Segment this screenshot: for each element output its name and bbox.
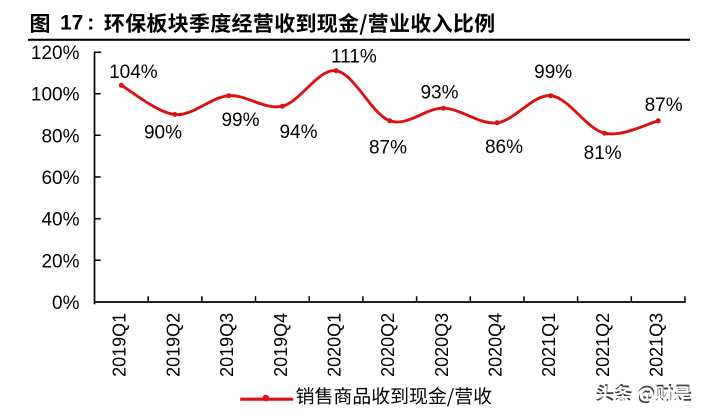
svg-text:99%: 99% <box>534 62 572 83</box>
svg-text:104%: 104% <box>109 62 158 83</box>
svg-text:81%: 81% <box>584 143 622 164</box>
svg-text:80%: 80% <box>41 126 79 147</box>
svg-text:87%: 87% <box>369 138 407 159</box>
svg-text:120%: 120% <box>31 43 80 64</box>
svg-text:2020Q2: 2020Q2 <box>378 313 398 377</box>
svg-text:2021Q2: 2021Q2 <box>593 313 613 377</box>
svg-text:93%: 93% <box>420 82 458 103</box>
svg-text::: : <box>87 12 94 35</box>
svg-text:111%: 111% <box>331 46 377 67</box>
svg-text:90%: 90% <box>144 123 182 144</box>
svg-text:2019Q3: 2019Q3 <box>217 313 237 377</box>
svg-text:2020Q1: 2020Q1 <box>325 313 345 377</box>
svg-text:87%: 87% <box>645 95 683 116</box>
svg-text:60%: 60% <box>41 168 79 189</box>
svg-text:86%: 86% <box>485 137 523 158</box>
svg-text:40%: 40% <box>41 210 79 231</box>
svg-text:20%: 20% <box>41 251 79 272</box>
svg-text:2019Q2: 2019Q2 <box>163 313 183 377</box>
svg-text:2020Q4: 2020Q4 <box>486 313 506 377</box>
svg-text:2021Q1: 2021Q1 <box>539 313 559 377</box>
svg-text:100%: 100% <box>31 85 80 106</box>
svg-text:99%: 99% <box>221 110 259 131</box>
svg-text:2020Q3: 2020Q3 <box>432 313 452 377</box>
svg-text:0%: 0% <box>52 293 80 314</box>
svg-text:2019Q1: 2019Q1 <box>110 313 130 377</box>
svg-text:17: 17 <box>60 12 83 35</box>
svg-text:2019Q4: 2019Q4 <box>271 313 291 377</box>
svg-text:94%: 94% <box>279 122 317 143</box>
svg-text:2021Q3: 2021Q3 <box>647 313 667 377</box>
